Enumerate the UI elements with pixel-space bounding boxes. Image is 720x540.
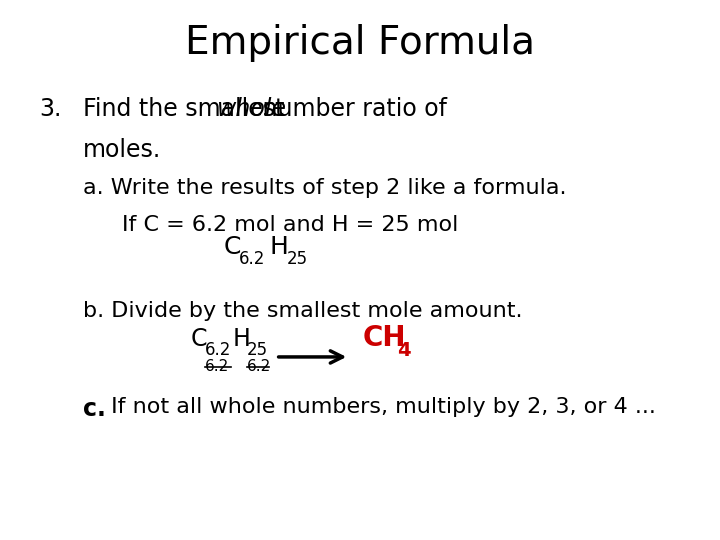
- Text: H: H: [270, 235, 289, 259]
- Text: 3.: 3.: [40, 97, 62, 121]
- Text: C: C: [191, 327, 207, 351]
- Text: 6.2: 6.2: [239, 250, 266, 268]
- Text: b. Divide by the smallest mole amount.: b. Divide by the smallest mole amount.: [83, 301, 522, 321]
- Text: number ratio of: number ratio of: [255, 97, 447, 121]
- Text: c.: c.: [83, 397, 106, 421]
- Text: 6.2: 6.2: [205, 359, 230, 374]
- Text: H: H: [233, 327, 251, 351]
- Text: If not all whole numbers, multiply by 2, 3, or 4 ...: If not all whole numbers, multiply by 2,…: [104, 397, 656, 417]
- Text: 4: 4: [397, 341, 410, 360]
- Text: Find the smallest: Find the smallest: [83, 97, 292, 121]
- Text: 25: 25: [247, 341, 268, 359]
- Text: moles.: moles.: [83, 138, 161, 161]
- Text: a. Write the results of step 2 like a formula.: a. Write the results of step 2 like a fo…: [83, 178, 567, 198]
- Text: 25: 25: [287, 250, 307, 268]
- Text: whole: whole: [217, 97, 287, 121]
- Text: CH: CH: [362, 324, 405, 352]
- Text: Empirical Formula: Empirical Formula: [185, 24, 535, 62]
- Text: C: C: [223, 235, 240, 259]
- Text: 6.2: 6.2: [247, 359, 271, 374]
- Text: 6.2: 6.2: [205, 341, 232, 359]
- Text: If C = 6.2 mol and H = 25 mol: If C = 6.2 mol and H = 25 mol: [122, 215, 459, 235]
